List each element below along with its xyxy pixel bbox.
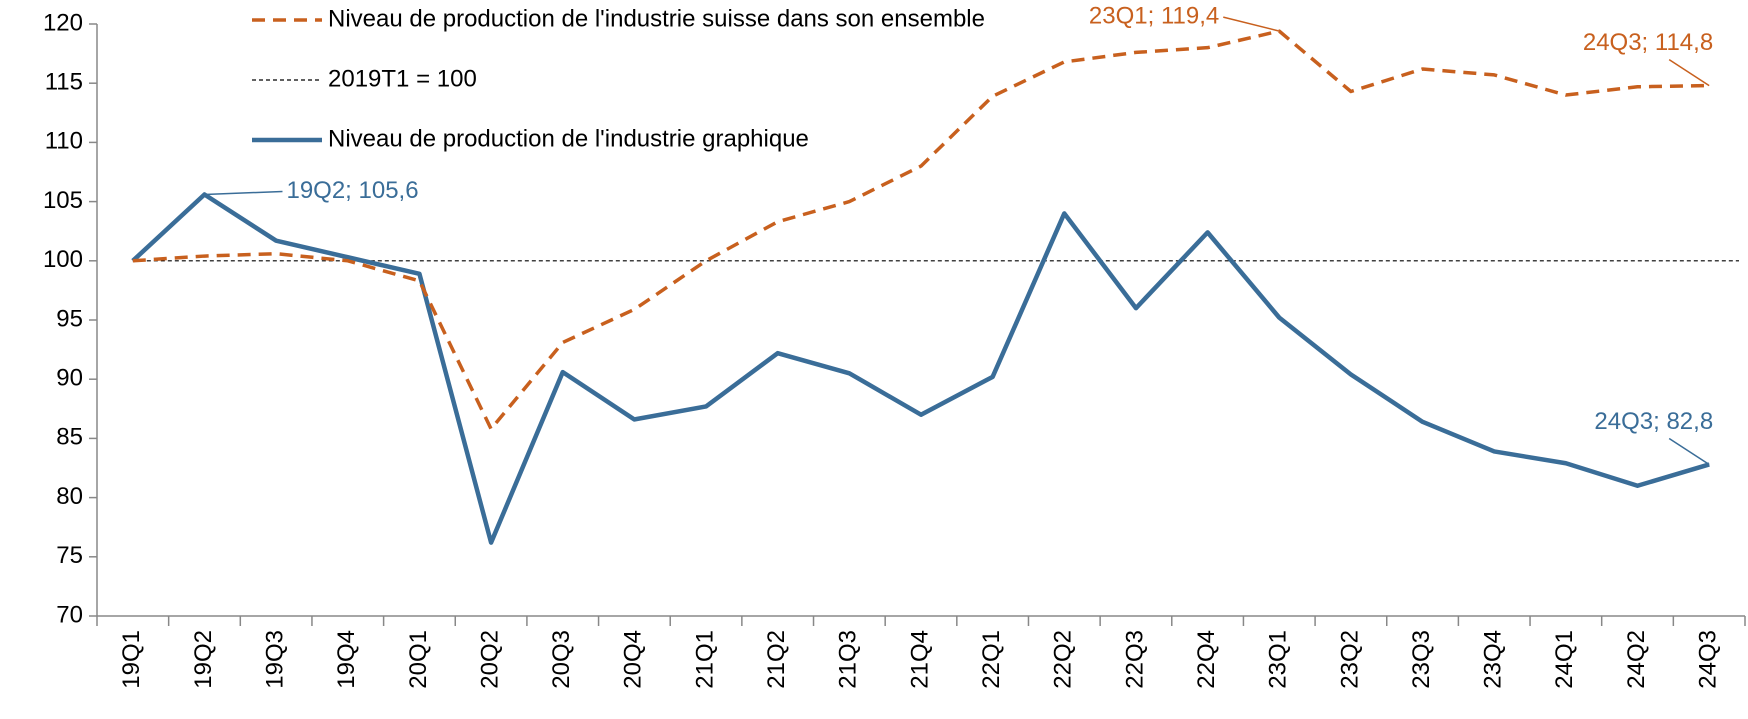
series-line	[131, 192, 1710, 545]
x-tick-label: 22Q1	[978, 630, 1005, 689]
x-tick-label: 23Q2	[1336, 630, 1363, 689]
x-tick-label: 21Q4	[906, 630, 933, 689]
x-tick-label: 21Q1	[691, 630, 718, 689]
x-tick-label: 21Q2	[763, 630, 790, 689]
y-tick-label: 95	[56, 305, 83, 332]
data-label: 23Q1; 119,4	[1089, 2, 1219, 29]
x-tick-label: 23Q1	[1265, 630, 1292, 689]
x-tick-label: 20Q2	[476, 630, 503, 689]
x-tick-label: 20Q3	[548, 630, 575, 689]
y-tick-label: 85	[56, 424, 83, 451]
legend-label: Niveau de production de l'industrie grap…	[328, 125, 809, 152]
x-tick-label: 22Q2	[1050, 630, 1077, 689]
label-leader	[1668, 58, 1710, 87]
x-tick-label: 22Q4	[1193, 630, 1220, 689]
data-label: 24Q3; 82,8	[1594, 408, 1713, 435]
x-tick-label: 24Q1	[1551, 630, 1578, 689]
legend-label: 2019T1 = 100	[328, 65, 477, 92]
x-tick-label: 19Q2	[190, 630, 217, 689]
x-tick-label: 19Q4	[333, 630, 360, 689]
x-tick-label: 23Q4	[1480, 630, 1507, 689]
y-tick-label: 115	[45, 69, 83, 96]
y-tick-label: 120	[43, 9, 83, 36]
legend-label: Niveau de production de l'industrie suis…	[328, 5, 985, 32]
label-leader	[204, 190, 283, 196]
y-tick-label: 100	[43, 246, 83, 273]
y-tick-label: 80	[56, 483, 83, 510]
x-tick-label: 24Q2	[1623, 630, 1650, 689]
x-tick-label: 22Q3	[1121, 630, 1148, 689]
label-leader	[1223, 16, 1280, 32]
x-tick-label: 21Q3	[835, 630, 862, 689]
data-label: 24Q3; 114,8	[1583, 29, 1713, 56]
x-tick-label: 20Q1	[405, 630, 432, 689]
label-leader	[1668, 437, 1710, 466]
x-tick-label: 19Q3	[261, 630, 288, 689]
x-tick-label: 19Q1	[118, 630, 145, 689]
y-tick-label: 70	[56, 601, 83, 628]
x-tick-label: 20Q4	[620, 630, 647, 689]
y-tick-label: 105	[43, 187, 83, 214]
x-tick-label: 23Q3	[1408, 630, 1435, 689]
x-tick-label: 24Q3	[1695, 630, 1722, 689]
y-tick-label: 110	[45, 128, 83, 155]
y-tick-label: 90	[56, 365, 83, 392]
series-line	[132, 29, 1710, 431]
y-tick-label: 75	[56, 542, 83, 569]
data-label: 19Q2; 105,6	[286, 177, 418, 204]
